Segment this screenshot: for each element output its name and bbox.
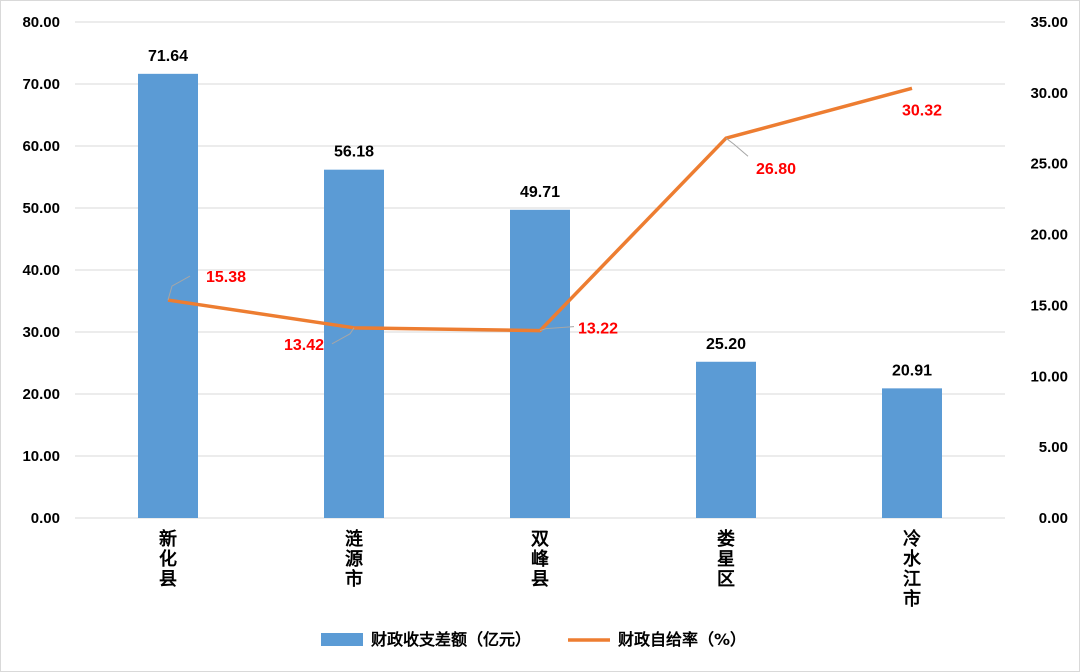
leader-line (331, 327, 355, 345)
bar-data-label: 71.64 (148, 48, 188, 65)
legend-label-line: 财政自给率（%） (617, 630, 746, 649)
y-right-tick-label: 0.00 (1039, 510, 1068, 527)
bar (324, 169, 384, 518)
bar-data-label: 25.20 (706, 336, 746, 353)
y-right-tick-label: 35.00 (1030, 14, 1068, 31)
x-category-label: 双峰县 (531, 529, 550, 590)
legend-label-bar: 财政收支差额（亿元） (370, 630, 531, 649)
line-data-label: 30.32 (902, 102, 942, 119)
line-data-label: 26.80 (756, 161, 796, 178)
bar-data-label: 20.91 (892, 362, 932, 379)
y-right-tick-label: 25.00 (1030, 156, 1068, 173)
leader-line (539, 326, 575, 332)
y-right-tick-label: 15.00 (1030, 297, 1068, 314)
y-left-tick-label: 70.00 (22, 76, 60, 93)
leader-line (167, 275, 191, 301)
y-left-tick-label: 40.00 (22, 262, 60, 279)
y-left-tick-label: 60.00 (22, 138, 60, 155)
bar (696, 361, 756, 518)
y-left-tick-label: 20.00 (22, 386, 60, 403)
line-data-label: 13.22 (578, 321, 618, 338)
y-right-tick-label: 5.00 (1039, 439, 1068, 456)
x-category-label: 新化县 (159, 528, 177, 590)
y-left-tick-label: 0.00 (31, 510, 60, 527)
line-data-label: 13.42 (284, 337, 324, 354)
y-left-tick-label: 30.00 (22, 324, 60, 341)
leader-line (725, 137, 749, 157)
line-data-label: 15.38 (206, 269, 246, 286)
bar (510, 209, 570, 518)
x-category-label: 涟源市 (345, 528, 364, 590)
legend-swatch-bar (321, 633, 363, 646)
y-right-tick-label: 10.00 (1030, 368, 1068, 385)
y-left-tick-label: 50.00 (22, 200, 60, 217)
bar (882, 388, 942, 518)
bar (138, 73, 198, 518)
y-left-tick-label: 80.00 (22, 14, 60, 31)
y-right-tick-label: 30.00 (1030, 85, 1068, 102)
y-right-tick-label: 20.00 (1030, 227, 1068, 244)
bar-data-label: 49.71 (520, 184, 560, 201)
x-category-label: 娄星区 (717, 528, 735, 590)
x-category-label: 冷水江市 (903, 528, 922, 610)
bar-data-label: 56.18 (334, 144, 374, 161)
y-left-tick-label: 10.00 (22, 448, 60, 465)
